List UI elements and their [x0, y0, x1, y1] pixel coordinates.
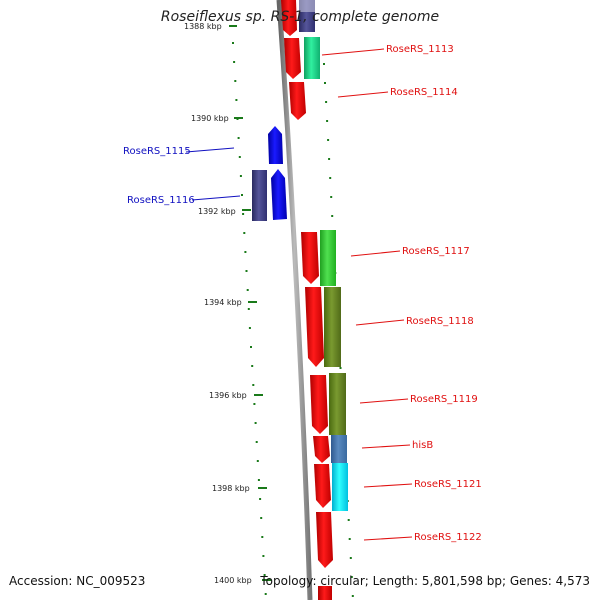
- ruler-dot: [260, 517, 263, 519]
- tick-1396: 1396 kbp: [209, 391, 263, 400]
- ruler-dot: [263, 574, 266, 576]
- ruler-dot: [327, 139, 330, 141]
- tick-label: 1388 kbp: [184, 22, 222, 31]
- gene-partial-bottom[interactable]: [318, 586, 332, 600]
- ruler-dot: [348, 538, 351, 540]
- ruler-dot: [325, 101, 328, 103]
- gene-rosers-1116[interactable]: RoseRS_1116: [127, 169, 287, 221]
- gene-label[interactable]: RoseRS_1117: [402, 246, 470, 257]
- accession-label: Accession: NC_009523: [9, 574, 146, 588]
- gene-label[interactable]: RoseRS_1122: [414, 532, 482, 543]
- tick-1390: 1390 kbp: [191, 114, 243, 123]
- tick-label: 1392 kbp: [198, 207, 236, 216]
- genome-backbone: [276, 0, 313, 600]
- gene-label[interactable]: RoseRS_1116: [127, 195, 195, 206]
- tick-1392: 1392 kbp: [198, 207, 251, 216]
- tick-1400: 1400 kbp: [214, 576, 271, 585]
- gene-rosers-1121[interactable]: RoseRS_1121: [314, 463, 482, 511]
- ruler-dot: [323, 63, 325, 65]
- gene-label[interactable]: RoseRS_1114: [390, 87, 458, 98]
- tick-label: 1400 kbp: [214, 576, 252, 585]
- gene-label[interactable]: RoseRS_1121: [414, 479, 482, 490]
- ruler-dot: [248, 327, 251, 329]
- ruler-dot: [237, 137, 240, 139]
- ruler-dot: [253, 403, 256, 405]
- ruler-dot: [350, 576, 353, 578]
- ruler-dot: [261, 536, 264, 538]
- ruler-dot: [351, 595, 354, 597]
- ruler-dot: [331, 215, 334, 217]
- ruler-dot: [252, 384, 255, 386]
- ruler-dot: [250, 346, 252, 348]
- ruler-dot: [246, 289, 249, 291]
- ruler-dot: [251, 365, 254, 367]
- ruler-dot: [256, 460, 259, 462]
- gene-label[interactable]: RoseRS_1119: [410, 394, 478, 405]
- ruler-dot: [339, 367, 342, 369]
- gene-rosers-1119[interactable]: RoseRS_1119: [310, 373, 478, 435]
- topology-summary: Topology: circular; Length: 5,801,598 bp…: [260, 574, 590, 588]
- gene-rosers-1122[interactable]: RoseRS_1122: [316, 512, 482, 568]
- gene-label[interactable]: hisB: [412, 440, 433, 451]
- ruler-dot: [349, 557, 352, 559]
- gene-hisb[interactable]: hisB: [313, 435, 433, 463]
- ruler-dot: [244, 251, 247, 253]
- gene-partial-top[interactable]: [281, 0, 315, 36]
- tick-label: 1394 kbp: [204, 298, 242, 307]
- ruler-dot: [241, 194, 243, 196]
- ruler-dot: [254, 422, 257, 424]
- ruler-dot: [330, 196, 333, 198]
- tick-label: 1398 kbp: [212, 484, 250, 493]
- gene-rosers-1114[interactable]: RoseRS_1114: [289, 82, 458, 120]
- ruler-dot: [257, 479, 260, 481]
- ruler-dot: [233, 61, 236, 63]
- gene-label[interactable]: RoseRS_1115: [123, 146, 191, 157]
- ruler-dot: [247, 308, 250, 310]
- ruler-dot: [245, 270, 248, 272]
- tick-label: 1396 kbp: [209, 391, 247, 400]
- ruler-dot: [347, 519, 350, 521]
- tick-ruler-left: [232, 42, 267, 595]
- ruler-dot: [232, 42, 234, 44]
- gene-label[interactable]: RoseRS_1113: [386, 44, 454, 55]
- ruler-dot: [326, 120, 329, 122]
- ruler-dot: [255, 441, 258, 443]
- ruler-dot: [259, 498, 262, 500]
- tick-label: 1390 kbp: [191, 114, 229, 123]
- tick-1398: 1398 kbp: [212, 484, 267, 493]
- gene-rosers-1115[interactable]: RoseRS_1115: [123, 126, 283, 164]
- ruler-dot: [242, 213, 245, 215]
- ruler-dot: [262, 555, 265, 557]
- ruler-dot: [328, 158, 331, 160]
- ruler-dot: [329, 177, 332, 179]
- ruler-dot: [238, 156, 241, 158]
- gene-rosers-1118[interactable]: RoseRS_1118: [305, 287, 474, 367]
- ruler-dot: [234, 80, 237, 82]
- genome-title: Roseiflexus sp. RS-1, complete genome: [160, 9, 440, 25]
- ruler-dot: [324, 82, 326, 84]
- gene-rosers-1117[interactable]: RoseRS_1117: [301, 230, 470, 286]
- tick-1388: 1388 kbp: [184, 22, 237, 31]
- gene-rosers-1113[interactable]: RoseRS_1113: [284, 37, 454, 79]
- gene-label[interactable]: RoseRS_1118: [406, 316, 474, 327]
- ruler-dot: [239, 175, 242, 177]
- ruler-dot: [243, 232, 246, 234]
- tick-1394: 1394 kbp: [204, 298, 257, 307]
- ruler-dot: [235, 99, 238, 101]
- ruler-dot: [264, 593, 267, 595]
